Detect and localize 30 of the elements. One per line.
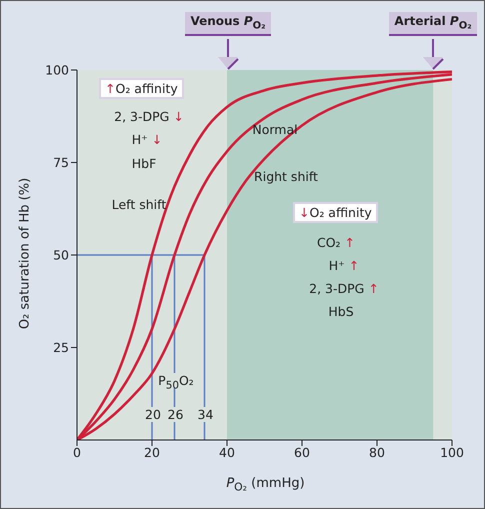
annotation: H⁺ ↓: [130, 132, 164, 147]
x-tick-label: 60: [294, 444, 310, 460]
annotation: Normal: [251, 122, 299, 137]
y-tick-label: 75: [53, 154, 69, 170]
text: Arterial P$_{O₂}$: [389, 12, 477, 36]
y-tick-label: 50: [53, 247, 70, 262]
annotation: 2, 3-DPG ↓: [113, 109, 185, 124]
annotation: P$_{50}$O₂: [157, 373, 195, 392]
annotation: HbF: [130, 156, 158, 171]
annotation: Right shift: [253, 169, 319, 184]
annotation: ↑O₂ affinity: [99, 78, 184, 99]
x-tick-label: 100: [440, 444, 464, 460]
y-tick-label: 25: [53, 340, 69, 355]
x-tick-label: 40: [219, 444, 235, 460]
annotation: ↓O₂ affinity: [293, 202, 378, 223]
text: Venous P$_{O₂}$: [185, 12, 271, 36]
annotation: HbS: [327, 304, 355, 319]
ref-line-label: 26: [166, 407, 186, 422]
y-axis-title: O₂ saturation of Hb (%): [18, 176, 32, 332]
annotation: H⁺ ↑: [328, 258, 360, 273]
ref-line-label: 34: [196, 407, 216, 422]
annotation: Left shift: [110, 197, 168, 212]
annotation: 2, 3-DPG ↑: [308, 281, 380, 296]
annotation: CO₂ ↑: [316, 235, 356, 250]
y-tick-label: 100: [45, 62, 70, 78]
x-axis-title: P$_{O₂}$ (mmHg): [225, 476, 306, 494]
x-tick-label: 0: [73, 444, 82, 460]
x-tick-label: 80: [369, 444, 385, 460]
x-tick-label: 20: [144, 444, 160, 460]
ref-line-label: 20: [143, 407, 163, 422]
